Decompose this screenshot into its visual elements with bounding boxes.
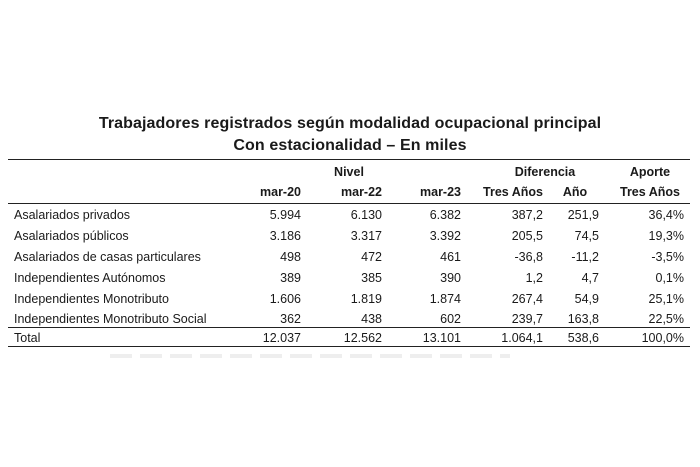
table-subtitle: Con estacionalidad – En miles [233, 137, 467, 154]
row-label: Asalariados privados [14, 208, 131, 222]
header-group-aporte: Aporte [629, 165, 671, 179]
row-label: Asalariados públicos [14, 229, 129, 243]
header-aporte-tres-anios: Tres Años [620, 185, 680, 199]
cell-dif-tres-anios: 239,7 [511, 312, 543, 326]
total-mar-20: 12.037 [262, 331, 301, 345]
cell-mar-23: 461 [440, 250, 461, 264]
cell-dif-anio: 54,9 [574, 292, 599, 306]
cell-mar-23: 6.382 [429, 208, 461, 222]
header-diferencia-anio: Año [562, 185, 588, 199]
cell-mar-23: 1.874 [429, 292, 461, 306]
row-label: Independientes Autónomos [14, 271, 166, 285]
illegible-source-note [110, 354, 510, 358]
header-diferencia-tres-anios: Tres Años [483, 185, 543, 199]
cell-mar-20: 3.186 [269, 229, 301, 243]
total-mar-22: 12.562 [343, 331, 382, 345]
cell-aporte: 25,1% [648, 292, 684, 306]
cell-mar-22: 438 [361, 312, 382, 326]
cell-dif-anio: 251,9 [567, 208, 599, 222]
top-rule [8, 159, 690, 160]
cell-dif-anio: -11,2 [571, 250, 599, 264]
cell-dif-tres-anios: 387,2 [511, 208, 543, 222]
cell-mar-20: 498 [280, 250, 301, 264]
total-dif-tres-anios: 1.064,1 [501, 331, 543, 345]
bottom-rule [8, 346, 690, 347]
cell-dif-tres-anios: 1,2 [525, 271, 543, 285]
header-group-nivel: Nivel [334, 165, 364, 179]
cell-mar-22: 472 [361, 250, 382, 264]
cell-mar-22: 3.317 [350, 229, 382, 243]
table-title: Trabajadores registrados según modalidad… [98, 115, 602, 132]
total-label: Total [14, 331, 41, 345]
cell-aporte: 22,5% [648, 312, 684, 326]
cell-mar-22: 385 [361, 271, 382, 285]
cell-aporte: 0,1% [655, 271, 685, 285]
total-rule [8, 327, 690, 328]
cell-dif-anio: 163,8 [567, 312, 599, 326]
row-label: Independientes Monotributo [14, 292, 169, 306]
cell-dif-anio: 4,7 [581, 271, 599, 285]
header-group-diferencia: Diferencia [514, 165, 576, 179]
cell-dif-tres-anios: -36,8 [514, 250, 544, 264]
cell-mar-23: 602 [440, 312, 461, 326]
row-label: Independientes Monotributo Social [14, 312, 207, 326]
cell-mar-20: 362 [280, 312, 301, 326]
cell-mar-20: 5.994 [269, 208, 301, 222]
cell-aporte: 36,4% [648, 208, 684, 222]
cell-mar-23: 390 [440, 271, 461, 285]
cell-dif-anio: 74,5 [574, 229, 599, 243]
cell-dif-tres-anios: 267,4 [511, 292, 543, 306]
header-rule [8, 203, 690, 204]
total-dif-anio: 538,6 [567, 331, 599, 345]
cell-mar-20: 1.606 [269, 292, 301, 306]
header-mar-23: mar-23 [420, 185, 461, 199]
header-mar-20: mar-20 [260, 185, 301, 199]
cell-mar-22: 1.819 [350, 292, 382, 306]
cell-mar-20: 389 [280, 271, 301, 285]
total-mar-23: 13.101 [422, 331, 461, 345]
header-mar-22: mar-22 [341, 185, 382, 199]
cell-dif-tres-anios: 205,5 [511, 229, 543, 243]
cell-aporte: 19,3% [648, 229, 684, 243]
cell-mar-23: 3.392 [429, 229, 461, 243]
cell-aporte: -3,5% [651, 250, 684, 264]
row-label: Asalariados de casas particulares [14, 250, 201, 264]
cell-mar-22: 6.130 [350, 208, 382, 222]
total-aporte: 100,0% [641, 331, 684, 345]
